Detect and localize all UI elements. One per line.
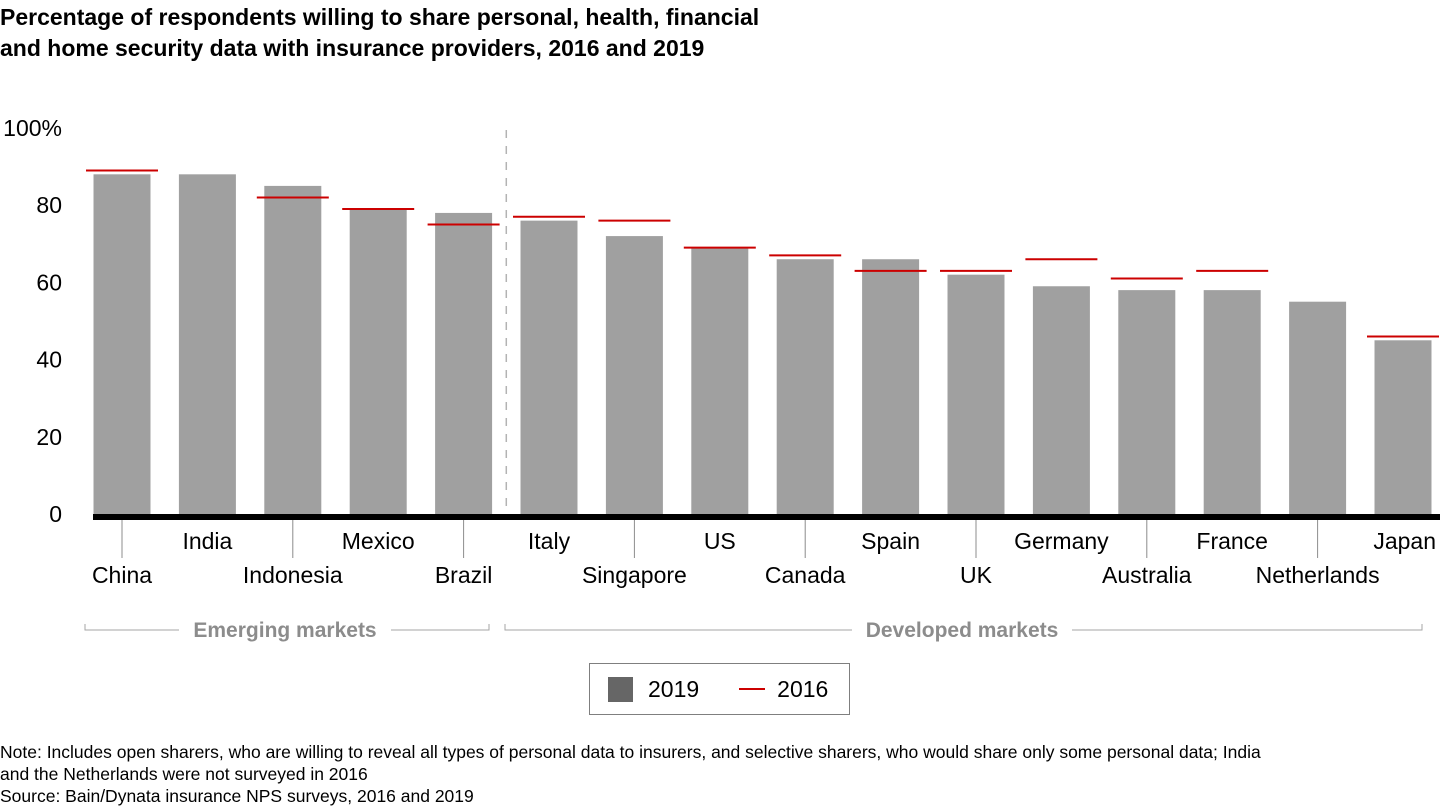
group-label: Developed markets: [866, 619, 1059, 642]
x-tick-label: UK: [960, 562, 993, 588]
bar-2019-singapore: [605, 236, 663, 514]
source-line: Source: Bain/Dynata insurance NPS survey…: [0, 786, 474, 806]
group-bracket-left: [84, 624, 179, 631]
x-tick-label: Japan: [1373, 528, 1436, 554]
x-tick-label: Mexico: [342, 528, 415, 554]
legend-label-2019: 2019: [648, 675, 700, 702]
bar-2019-france: [1203, 290, 1261, 514]
x-tick-label: Netherlands: [1256, 562, 1380, 588]
chart-title-line-1: Percentage of respondents willing to sha…: [0, 4, 760, 30]
x-tick-label: Singapore: [582, 562, 687, 588]
group-label: Emerging markets: [193, 619, 376, 642]
x-tick-label: India: [182, 528, 232, 554]
bar-2019-mexico: [349, 209, 407, 514]
bar-2019-china: [93, 174, 151, 514]
bar-2019-germany: [1032, 286, 1090, 514]
y-tick-label: 80: [36, 192, 62, 218]
bar-2019-uk: [947, 274, 1005, 514]
group-bracket-right: [1072, 624, 1423, 631]
x-tick-label: Brazil: [435, 562, 493, 588]
bar-2019-japan: [1374, 340, 1432, 514]
bar-chart: 0 20 40 60 80 100% China India Indonesia Mexico Br…: [3, 115, 1440, 642]
bar-2019-brazil: [435, 212, 493, 515]
x-tick-label: Canada: [765, 562, 846, 588]
bar-2019-india: [178, 174, 236, 514]
chart-title-line-2: and home security data with insurance pr…: [0, 35, 705, 61]
legend-label-2016: 2016: [777, 675, 829, 702]
bar-2019-australia: [1118, 290, 1176, 514]
y-tick-label: 20: [36, 424, 62, 450]
chart-title: Percentage of respondents willing to sha…: [0, 2, 1100, 64]
y-tick-label: 40: [36, 347, 62, 373]
note-line-2: and the Netherlands were not surveyed in…: [0, 764, 368, 784]
x-tick-label: France: [1196, 528, 1268, 554]
note-line-1: Note: Includes open sharers, who are wil…: [0, 742, 1261, 762]
x-tick-label: Indonesia: [243, 562, 343, 588]
x-tick-label: US: [704, 528, 736, 554]
bar-2019-canada: [776, 259, 834, 514]
x-tick-label: Spain: [861, 528, 920, 554]
bar-2019-indonesia: [264, 185, 322, 514]
x-tick-label: China: [92, 562, 152, 588]
footnotes: Note: Includes open sharers, who are wil…: [0, 741, 1261, 807]
x-axis-line: [93, 514, 1440, 520]
bar-2019-us: [691, 247, 749, 514]
x-tick-label: Italy: [528, 528, 571, 554]
group-bracket-right: [391, 624, 490, 631]
x-tick-label: Germany: [1014, 528, 1109, 554]
y-tick-label: 100%: [3, 115, 62, 141]
y-tick-label: 60: [36, 269, 62, 295]
legend: 2019 2016: [589, 663, 850, 715]
y-tick-label: 0: [49, 501, 62, 527]
x-tick-label: Australia: [1102, 562, 1192, 588]
group-bracket-left: [504, 624, 852, 631]
bar-2019-spain: [862, 259, 920, 514]
legend-swatch-2019: [608, 676, 633, 702]
bar-2019-italy: [520, 220, 578, 514]
bar-2019-netherlands: [1289, 301, 1347, 514]
legend-line-2016: [739, 688, 766, 690]
